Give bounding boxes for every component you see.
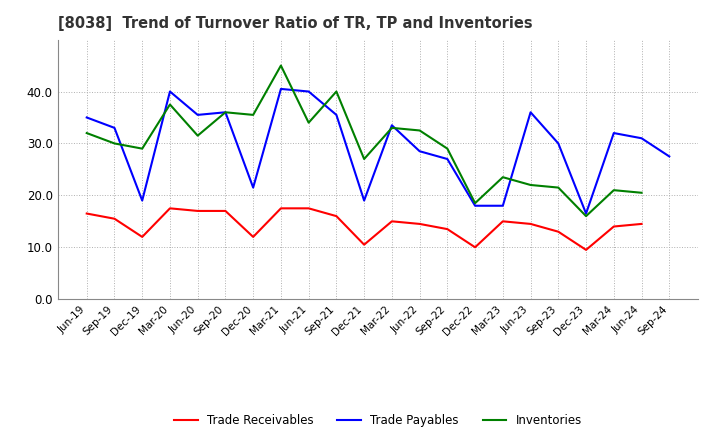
Inventories: [415, 128, 424, 133]
Trade Payables: [110, 125, 119, 131]
Inventories: [305, 120, 313, 125]
Trade Receivables: [443, 227, 451, 232]
Inventories: [110, 141, 119, 146]
Trade Receivables: [582, 247, 590, 253]
Inventories: [443, 146, 451, 151]
Inventories: [249, 112, 258, 117]
Trade Payables: [637, 136, 646, 141]
Trade Payables: [276, 86, 285, 92]
Inventories: [637, 190, 646, 195]
Trade Receivables: [554, 229, 562, 235]
Trade Receivables: [498, 219, 507, 224]
Trade Payables: [526, 110, 535, 115]
Trade Payables: [82, 115, 91, 120]
Trade Receivables: [360, 242, 369, 247]
Trade Payables: [582, 211, 590, 216]
Inventories: [276, 63, 285, 68]
Trade Payables: [360, 198, 369, 203]
Trade Receivables: [110, 216, 119, 221]
Inventories: [387, 125, 396, 131]
Inventories: [138, 146, 147, 151]
Inventories: [471, 201, 480, 206]
Trade Payables: [249, 185, 258, 190]
Trade Payables: [387, 123, 396, 128]
Inventories: [332, 89, 341, 94]
Inventories: [554, 185, 562, 190]
Line: Inventories: Inventories: [86, 66, 642, 216]
Text: [8038]  Trend of Turnover Ratio of TR, TP and Inventories: [8038] Trend of Turnover Ratio of TR, TP…: [58, 16, 532, 32]
Inventories: [609, 187, 618, 193]
Trade Payables: [138, 198, 147, 203]
Trade Receivables: [82, 211, 91, 216]
Inventories: [498, 175, 507, 180]
Inventories: [82, 130, 91, 136]
Trade Payables: [554, 141, 562, 146]
Trade Payables: [471, 203, 480, 209]
Trade Receivables: [609, 224, 618, 229]
Trade Receivables: [305, 205, 313, 211]
Inventories: [582, 213, 590, 219]
Line: Trade Receivables: Trade Receivables: [86, 208, 642, 250]
Trade Receivables: [526, 221, 535, 227]
Trade Payables: [443, 156, 451, 161]
Trade Receivables: [276, 205, 285, 211]
Legend: Trade Receivables, Trade Payables, Inventories: Trade Receivables, Trade Payables, Inven…: [174, 414, 582, 427]
Trade Receivables: [221, 208, 230, 213]
Trade Receivables: [332, 213, 341, 219]
Trade Payables: [665, 154, 674, 159]
Trade Receivables: [194, 208, 202, 213]
Trade Payables: [166, 89, 174, 94]
Trade Receivables: [415, 221, 424, 227]
Inventories: [194, 133, 202, 138]
Trade Payables: [194, 112, 202, 117]
Trade Payables: [609, 130, 618, 136]
Inventories: [360, 156, 369, 161]
Inventories: [526, 182, 535, 187]
Trade Payables: [332, 112, 341, 117]
Trade Receivables: [471, 245, 480, 250]
Inventories: [221, 110, 230, 115]
Trade Receivables: [249, 234, 258, 239]
Trade Payables: [415, 149, 424, 154]
Trade Payables: [305, 89, 313, 94]
Trade Receivables: [166, 205, 174, 211]
Line: Trade Payables: Trade Payables: [86, 89, 670, 213]
Inventories: [166, 102, 174, 107]
Trade Receivables: [387, 219, 396, 224]
Trade Payables: [498, 203, 507, 209]
Trade Receivables: [637, 221, 646, 227]
Trade Payables: [221, 110, 230, 115]
Trade Receivables: [138, 234, 147, 239]
